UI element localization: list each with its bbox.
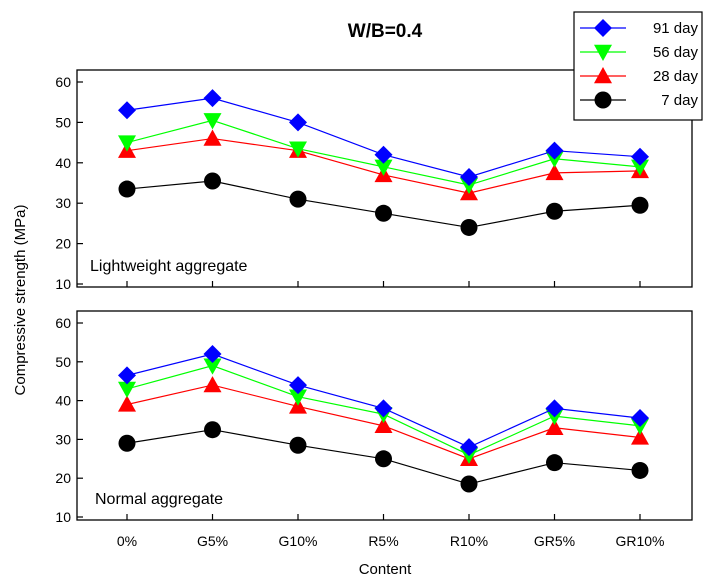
x-tick-label: G10% bbox=[279, 533, 318, 549]
y-tick-label: 50 bbox=[55, 354, 71, 370]
data-point bbox=[118, 180, 136, 198]
data-point bbox=[545, 418, 564, 435]
legend-label: 28 day bbox=[653, 68, 699, 85]
data-point bbox=[118, 101, 136, 120]
series-91-day bbox=[118, 345, 649, 457]
data-point bbox=[460, 475, 478, 493]
legend-marker bbox=[594, 44, 612, 61]
y-tick-label: 60 bbox=[55, 315, 71, 331]
data-point bbox=[545, 163, 564, 181]
data-point bbox=[631, 147, 649, 166]
data-point bbox=[289, 376, 307, 395]
y-tick-label: 10 bbox=[55, 276, 71, 292]
legend-label: 91 day bbox=[653, 20, 699, 37]
y-tick-label: 40 bbox=[55, 393, 71, 409]
legend-marker bbox=[594, 91, 612, 109]
data-point bbox=[289, 190, 307, 208]
y-tick-label: 20 bbox=[55, 236, 71, 252]
data-point bbox=[374, 145, 393, 164]
panel-2-label: Normal aggregate bbox=[95, 491, 223, 508]
data-point bbox=[289, 141, 307, 158]
y-tick-label: 40 bbox=[55, 155, 71, 171]
data-point bbox=[204, 172, 221, 190]
y-tick-label: 30 bbox=[55, 431, 71, 447]
series-91-day bbox=[118, 89, 649, 186]
data-point bbox=[631, 461, 649, 479]
data-point bbox=[118, 395, 136, 412]
data-point bbox=[460, 218, 478, 236]
data-point bbox=[118, 434, 136, 452]
y-tick-label: 60 bbox=[55, 74, 71, 90]
data-point bbox=[460, 167, 478, 186]
legend-label: 56 day bbox=[653, 44, 699, 61]
data-point bbox=[203, 376, 222, 393]
x-tick-label: GR10% bbox=[615, 533, 664, 549]
data-point bbox=[118, 366, 136, 385]
legend-marker bbox=[594, 19, 612, 37]
data-point bbox=[203, 345, 222, 364]
data-point bbox=[375, 450, 392, 468]
legend: 91 day 56 day 28 day 7 day bbox=[573, 11, 703, 121]
data-point bbox=[289, 436, 307, 454]
data-point bbox=[546, 454, 563, 472]
data-point bbox=[545, 399, 564, 418]
data-point bbox=[460, 438, 478, 457]
data-point bbox=[631, 159, 649, 176]
data-point bbox=[374, 159, 393, 176]
panel-2-frame bbox=[76, 310, 693, 521]
x-tick-label: 0% bbox=[117, 533, 137, 549]
data-point bbox=[203, 89, 222, 108]
data-point bbox=[374, 399, 393, 418]
y-tick-label: 20 bbox=[55, 470, 71, 486]
panel-1-label: Lightweight aggregate bbox=[90, 258, 248, 275]
x-tick-label: R5% bbox=[368, 533, 398, 549]
data-point bbox=[204, 421, 221, 439]
y-axis-title: Compressive strength (MPa) bbox=[12, 205, 29, 396]
chart-title: W/B=0.4 bbox=[348, 21, 423, 42]
data-point bbox=[631, 428, 649, 445]
y-tick-label: 50 bbox=[55, 114, 71, 130]
data-point bbox=[289, 113, 307, 132]
panel-2: 10 20 30 40 50 60 Normal aggregate bbox=[55, 310, 693, 525]
y-tick-label: 30 bbox=[55, 195, 71, 211]
legend-marker bbox=[594, 67, 612, 84]
x-tick-label: GR5% bbox=[534, 533, 575, 549]
panels-group: 10 20 30 40 50 60 Lightweight aggregate 10 20 30 4… bbox=[55, 69, 693, 549]
data-point bbox=[118, 135, 136, 152]
y-tick-label: 10 bbox=[55, 509, 71, 525]
legend-label: 7 day bbox=[661, 92, 698, 109]
x-axis-title: Content bbox=[359, 561, 412, 578]
data-point bbox=[203, 358, 222, 375]
series-7-day bbox=[118, 421, 649, 493]
panel-1-frame bbox=[76, 69, 693, 288]
data-point bbox=[203, 113, 222, 130]
data-point bbox=[374, 416, 393, 434]
data-point bbox=[118, 381, 136, 398]
data-point bbox=[375, 204, 392, 222]
panel-1: 10 20 30 40 50 60 Lightweight aggregate bbox=[55, 69, 693, 292]
x-tick-label: R10% bbox=[450, 533, 488, 549]
data-point bbox=[631, 196, 649, 214]
data-point bbox=[545, 141, 564, 160]
data-point bbox=[631, 409, 649, 428]
x-tick-label: G5% bbox=[197, 533, 228, 549]
series-7-day bbox=[118, 172, 649, 236]
data-point bbox=[546, 202, 563, 220]
data-point bbox=[203, 129, 222, 146]
data-point bbox=[289, 389, 307, 406]
